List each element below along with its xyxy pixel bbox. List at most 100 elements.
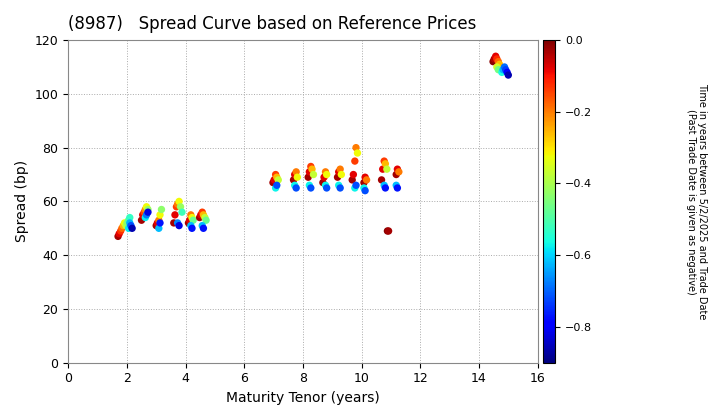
Point: [304, 168, 315, 175]
Text: (8987)   Spread Curve based on Reference Prices: (8987) Spread Curve based on Reference P…: [68, 15, 477, 33]
Point: [334, 185, 346, 192]
Point: [183, 220, 194, 226]
Point: [154, 212, 166, 218]
Point: [136, 217, 148, 223]
Point: [269, 176, 280, 183]
Point: [498, 66, 509, 73]
Point: [197, 222, 208, 229]
Point: [318, 174, 330, 181]
Point: [169, 212, 181, 218]
Point: [156, 206, 167, 213]
Y-axis label: Spread (bp): Spread (bp): [15, 160, 29, 242]
Point: [334, 166, 346, 173]
Point: [200, 217, 212, 223]
Point: [171, 203, 182, 210]
Point: [392, 185, 403, 192]
Point: [491, 55, 503, 62]
Point: [199, 214, 211, 221]
Point: [383, 228, 395, 234]
Point: [333, 168, 344, 175]
Point: [270, 185, 282, 192]
Point: [140, 206, 151, 213]
Point: [350, 182, 361, 189]
Point: [272, 176, 284, 183]
Point: [198, 212, 210, 218]
Point: [393, 168, 405, 175]
Point: [168, 220, 179, 226]
Point: [288, 176, 300, 183]
Point: [494, 61, 505, 68]
Point: [140, 203, 152, 210]
Point: [501, 69, 513, 76]
Point: [123, 217, 135, 223]
Point: [289, 182, 300, 189]
Point: [361, 176, 372, 183]
Point: [174, 222, 185, 229]
Point: [379, 185, 391, 192]
Point: [140, 212, 152, 218]
Point: [382, 228, 393, 234]
Point: [352, 150, 364, 156]
Point: [317, 179, 328, 186]
X-axis label: Maturity Tenor (years): Maturity Tenor (years): [226, 391, 379, 405]
Point: [138, 209, 150, 215]
Point: [349, 185, 361, 192]
Point: [143, 206, 154, 213]
Point: [305, 185, 317, 192]
Point: [348, 171, 359, 178]
Point: [184, 217, 195, 223]
Point: [491, 64, 503, 71]
Point: [125, 222, 137, 229]
Point: [116, 225, 127, 232]
Point: [487, 58, 499, 65]
Point: [175, 203, 186, 210]
Point: [153, 217, 165, 223]
Point: [503, 72, 514, 79]
Point: [320, 168, 331, 175]
Point: [358, 185, 369, 192]
Point: [152, 220, 163, 226]
Point: [115, 228, 127, 234]
Point: [302, 174, 314, 181]
Point: [194, 214, 205, 221]
Y-axis label: Time in years between 5/2/2025 and Trade Date
(Past Trade Date is given as negat: Time in years between 5/2/2025 and Trade…: [685, 83, 707, 320]
Point: [379, 160, 391, 167]
Point: [124, 220, 135, 226]
Point: [499, 64, 510, 71]
Point: [185, 212, 197, 218]
Point: [390, 171, 402, 178]
Point: [271, 174, 282, 181]
Point: [186, 225, 198, 232]
Point: [120, 222, 132, 229]
Point: [359, 187, 371, 194]
Point: [112, 233, 124, 240]
Point: [390, 182, 402, 189]
Point: [289, 171, 300, 178]
Point: [153, 225, 165, 232]
Point: [500, 66, 511, 73]
Point: [379, 182, 390, 189]
Point: [333, 182, 344, 189]
Point: [321, 185, 333, 192]
Point: [271, 182, 282, 189]
Point: [305, 163, 317, 170]
Point: [392, 166, 403, 173]
Point: [174, 198, 185, 205]
Point: [114, 230, 125, 237]
Point: [290, 185, 302, 192]
Point: [172, 220, 184, 226]
Point: [154, 220, 166, 226]
Point: [377, 166, 389, 173]
Point: [304, 182, 315, 189]
Point: [172, 201, 184, 207]
Point: [359, 174, 371, 181]
Point: [124, 214, 135, 221]
Point: [336, 171, 347, 178]
Point: [117, 222, 129, 229]
Point: [122, 220, 133, 226]
Point: [358, 179, 369, 186]
Point: [492, 66, 504, 73]
Point: [306, 166, 318, 173]
Point: [185, 222, 197, 229]
Point: [320, 182, 331, 189]
